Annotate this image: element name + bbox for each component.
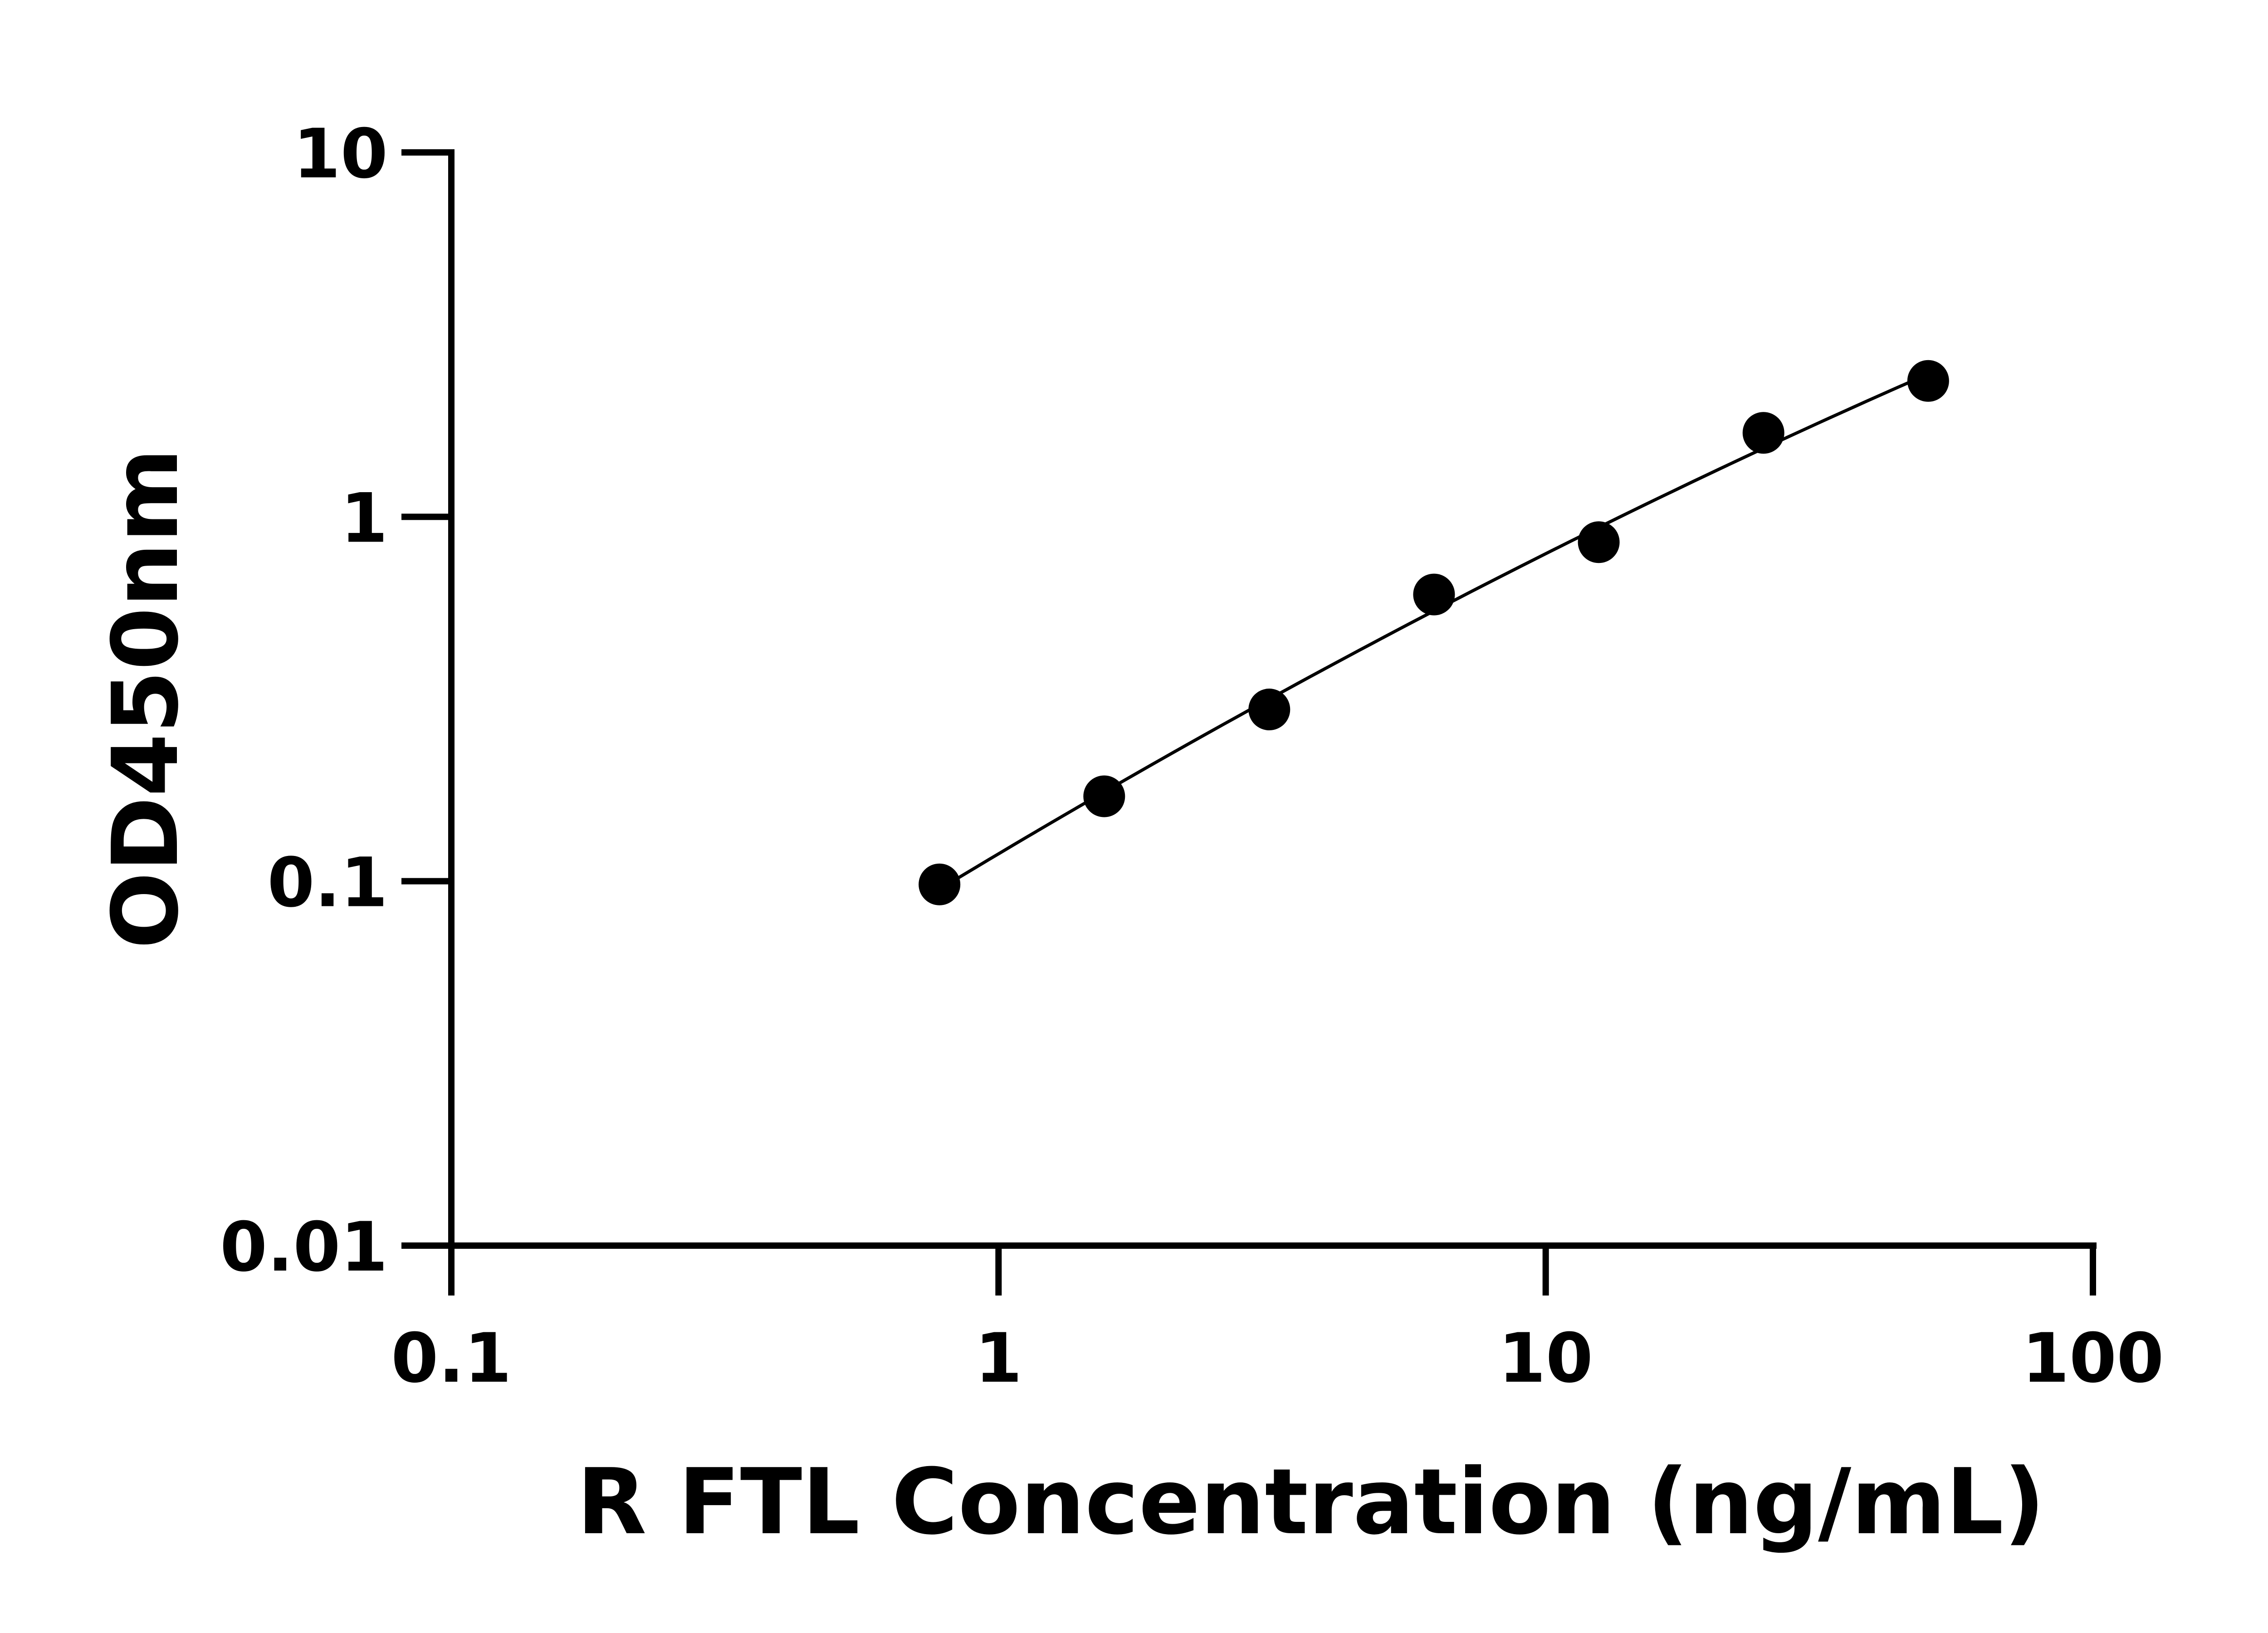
x-tick-label: 0.1	[391, 1319, 512, 1398]
y-tick-label: 10	[293, 115, 388, 194]
data-point	[1907, 360, 1949, 402]
data-point	[1413, 573, 1455, 616]
x-axis-label: R FTL Concentration (ng/mL)	[577, 1449, 2045, 1555]
y-axis-label: OD450nm	[93, 448, 199, 949]
data-point	[1742, 412, 1784, 454]
data-point	[1578, 521, 1620, 563]
data-point	[919, 863, 961, 905]
data-points	[919, 360, 1949, 905]
x-tick-label: 10	[1498, 1319, 1593, 1398]
data-point	[1083, 775, 1125, 817]
y-tick-label: 1	[341, 479, 388, 558]
y-tick-label: 0.01	[220, 1208, 388, 1287]
axes	[401, 149, 2097, 1296]
y-tick-label: 0.1	[267, 844, 388, 923]
x-tick-label: 1	[975, 1319, 1022, 1398]
data-point	[1248, 689, 1290, 731]
x-tick-label: 100	[2022, 1319, 2164, 1398]
fit-curve	[938, 372, 1929, 891]
